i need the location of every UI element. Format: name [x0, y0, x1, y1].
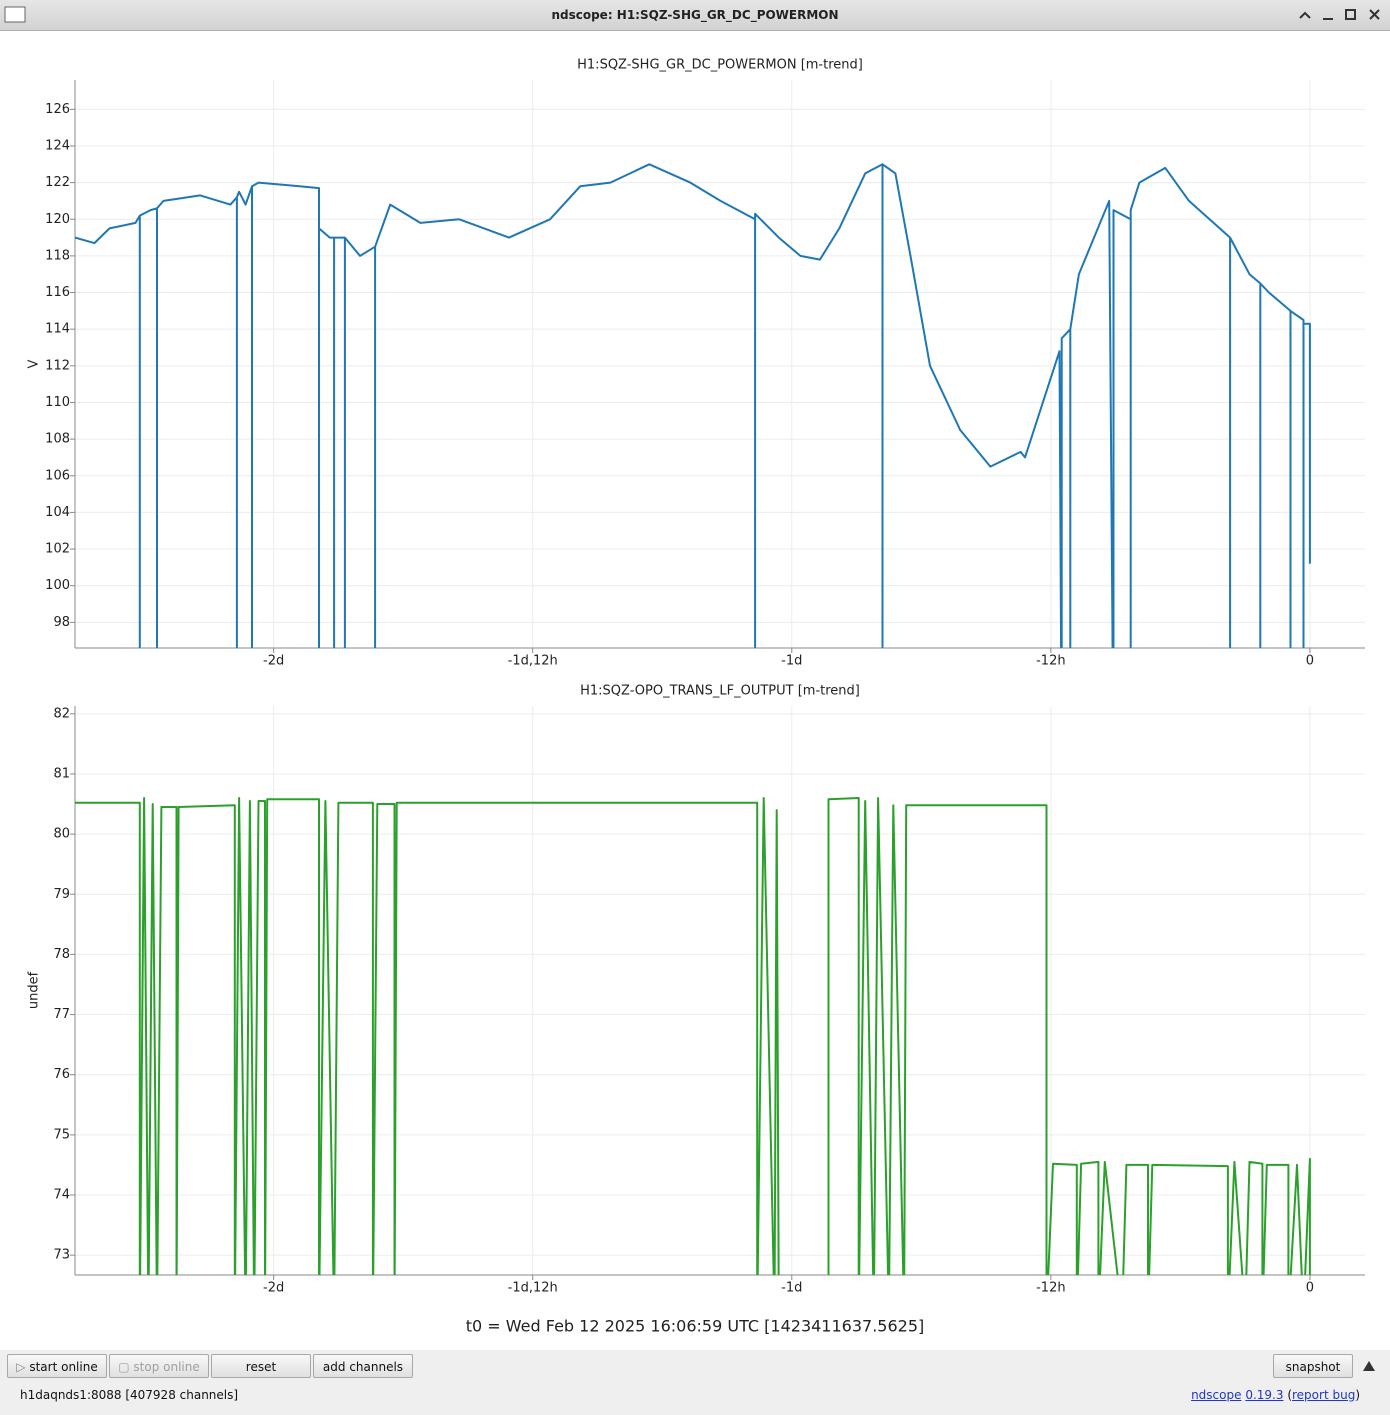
- toolbar: ▷ start online ▢ stop online reset add c…: [0, 1350, 1390, 1415]
- y-tick-label: 82: [53, 706, 70, 721]
- reset-button[interactable]: reset: [211, 1354, 311, 1378]
- y-tick-label: 110: [45, 395, 70, 410]
- status-text: h1daqnds1:8088 [407928 channels]: [20, 1388, 239, 1402]
- y-tick-label: 78: [53, 947, 70, 962]
- y-tick-label: 80: [53, 827, 70, 842]
- x-tick-label: -1d,12h: [508, 654, 558, 669]
- x-tick-label: -12h: [1036, 1281, 1065, 1296]
- y-tick-label: 106: [45, 468, 70, 483]
- trend-line: [75, 797, 1311, 1275]
- add-channels-button[interactable]: add channels: [313, 1354, 413, 1378]
- y-tick-label: 81: [53, 766, 70, 781]
- x-tick-label: -1d,12h: [508, 1281, 558, 1296]
- y-tick-label: 74: [53, 1188, 70, 1203]
- close-button[interactable]: [1369, 9, 1380, 20]
- y-tick-label: 122: [45, 175, 70, 190]
- x-tick-label: -2d: [263, 654, 284, 669]
- y-tick-label: 124: [45, 138, 70, 153]
- y-tick-label: 104: [45, 505, 70, 520]
- x-tick-label: -12h: [1036, 654, 1065, 669]
- y-tick-label: 77: [53, 1007, 70, 1022]
- trend-line: [75, 163, 1311, 648]
- x-tick-label: 0: [1306, 654, 1314, 669]
- plots: t0 = Wed Feb 12 2025 16:06:59 UTC [14234…: [27, 58, 1365, 1336]
- plot-area: [75, 797, 1311, 1275]
- expand-button[interactable]: [1362, 1360, 1376, 1372]
- x-tick-label: -1d: [781, 654, 802, 669]
- app-link[interactable]: ndscope: [1191, 1388, 1242, 1402]
- y-tick-label: 116: [45, 285, 70, 300]
- y-axis-label: undef: [27, 971, 42, 1009]
- y-tick-label: 73: [53, 1248, 70, 1263]
- chart-title: H1:SQZ-SHG_GR_DC_POWERMON [m-trend]: [577, 58, 863, 73]
- y-tick-label: 114: [45, 322, 70, 337]
- footer: ndscope 0.19.3 (report bug): [1191, 1388, 1360, 1402]
- y-tick-label: 98: [53, 615, 70, 630]
- chart-title: H1:SQZ-OPO_TRANS_LF_OUTPUT [m-trend]: [580, 684, 860, 699]
- maximize-button[interactable]: [1345, 9, 1356, 20]
- y-tick-label: 76: [53, 1067, 70, 1082]
- x-tick-label: 0: [1306, 1281, 1314, 1296]
- version-link[interactable]: 0.19.3: [1245, 1388, 1284, 1402]
- x-tick-label: -2d: [263, 1281, 284, 1296]
- t0-label: t0 = Wed Feb 12 2025 16:06:59 UTC [14234…: [466, 1317, 925, 1336]
- plot-area: [75, 163, 1311, 648]
- title-bar: ndscope: H1:SQZ-SHG_GR_DC_POWERMON: [0, 0, 1390, 31]
- y-tick-label: 120: [45, 212, 70, 227]
- paren: (: [1287, 1388, 1292, 1402]
- start-online-button[interactable]: ▷ start online: [7, 1354, 107, 1378]
- y-tick-label: 79: [53, 887, 70, 902]
- paren: ): [1355, 1388, 1360, 1402]
- snapshot-button[interactable]: snapshot: [1273, 1354, 1353, 1378]
- button-label: start online: [29, 1360, 98, 1374]
- button-label: stop online: [133, 1360, 200, 1374]
- y-tick-label: 75: [53, 1127, 70, 1142]
- y-tick-label: 100: [45, 578, 70, 593]
- y-tick-label: 118: [45, 248, 70, 263]
- y-tick-label: 112: [45, 358, 70, 373]
- x-tick-label: -1d: [781, 1281, 802, 1296]
- y-axis-label: V: [27, 359, 42, 368]
- window-title: ndscope: H1:SQZ-SHG_GR_DC_POWERMON: [551, 8, 839, 22]
- window-controls: [4, 6, 1380, 23]
- y-tick-label: 108: [45, 432, 70, 447]
- stop-online-button: ▢ stop online: [109, 1354, 209, 1378]
- y-tick-label: 126: [45, 102, 70, 117]
- y-tick-label: 102: [45, 542, 70, 557]
- shade-button[interactable]: [1299, 11, 1311, 19]
- report-bug-link[interactable]: report bug: [1292, 1388, 1356, 1402]
- window-icon: [4, 6, 26, 23]
